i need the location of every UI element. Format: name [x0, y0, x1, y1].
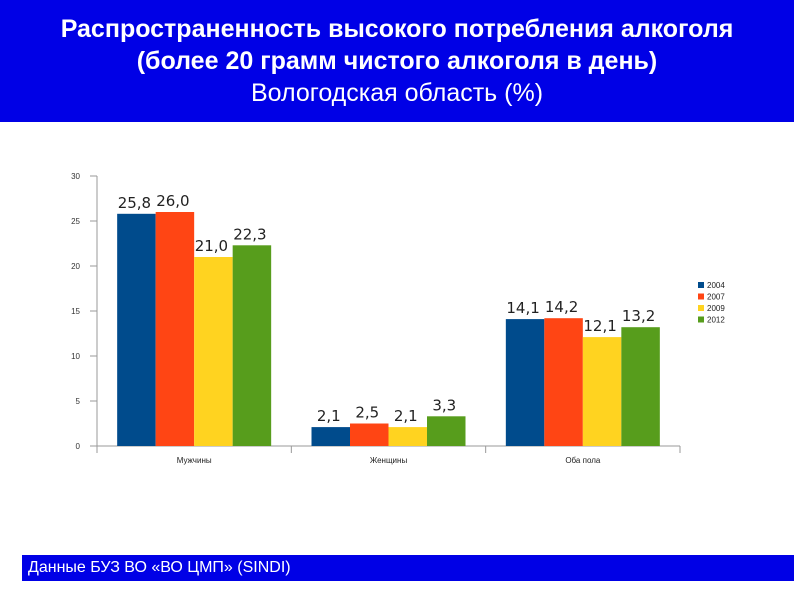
bar — [544, 318, 583, 446]
title-banner: Распространенность высокого потребления … — [0, 0, 794, 122]
title-line-2: (более 20 грамм чистого алкоголя в день) — [136, 47, 658, 75]
legend-swatch — [698, 305, 704, 311]
y-tick-label: 30 — [71, 172, 80, 181]
bar — [388, 427, 427, 446]
title-line-1: Распространенность высокого потребления … — [60, 15, 734, 43]
legend-swatch — [698, 316, 704, 323]
bar — [582, 337, 622, 446]
legend-swatch — [698, 293, 704, 300]
category-label: Мужчины — [177, 456, 212, 465]
y-tick-label: 10 — [71, 352, 80, 361]
data-label: 26,0 — [156, 192, 189, 210]
source-text: Данные БУЗ ВО «ВО ЦМП» (SINDI) — [28, 559, 291, 576]
y-tick-label: 0 — [76, 442, 81, 451]
legend-label: 2007 — [707, 293, 725, 302]
y-tick-label: 5 — [76, 397, 81, 406]
data-label: 21,0 — [195, 237, 228, 255]
category-label: Оба пола — [565, 456, 601, 465]
data-label: 2,1 — [317, 407, 341, 425]
source-banner: Данные БУЗ ВО «ВО ЦМП» (SINDI) — [22, 555, 794, 581]
data-label: 13,2 — [622, 307, 655, 325]
bar — [311, 427, 350, 446]
bar — [427, 416, 466, 446]
y-tick-label: 25 — [71, 217, 80, 226]
title-line-3: Вологодская область (%) — [250, 79, 544, 107]
data-label: 12,1 — [583, 317, 616, 335]
bar — [194, 257, 233, 446]
bar — [232, 245, 272, 446]
data-label: 2,5 — [355, 404, 379, 422]
data-label: 3,3 — [432, 396, 456, 414]
legend-label: 2004 — [707, 281, 725, 290]
legend-swatch — [698, 282, 704, 288]
legend-label: 2012 — [707, 316, 725, 325]
bar — [350, 423, 389, 446]
data-label: 2,1 — [394, 407, 418, 425]
y-tick-label: 15 — [71, 307, 80, 316]
y-tick-label: 20 — [71, 262, 80, 271]
bar — [117, 213, 156, 446]
data-label: 22,3 — [233, 225, 266, 243]
data-label: 14,1 — [506, 299, 539, 317]
bar — [621, 327, 660, 446]
bar — [505, 319, 545, 446]
category-label: Женщины — [370, 456, 408, 465]
data-label: 14,2 — [545, 298, 578, 316]
data-label: 25,8 — [118, 194, 151, 212]
bar — [155, 212, 195, 446]
legend-label: 2009 — [707, 304, 725, 313]
